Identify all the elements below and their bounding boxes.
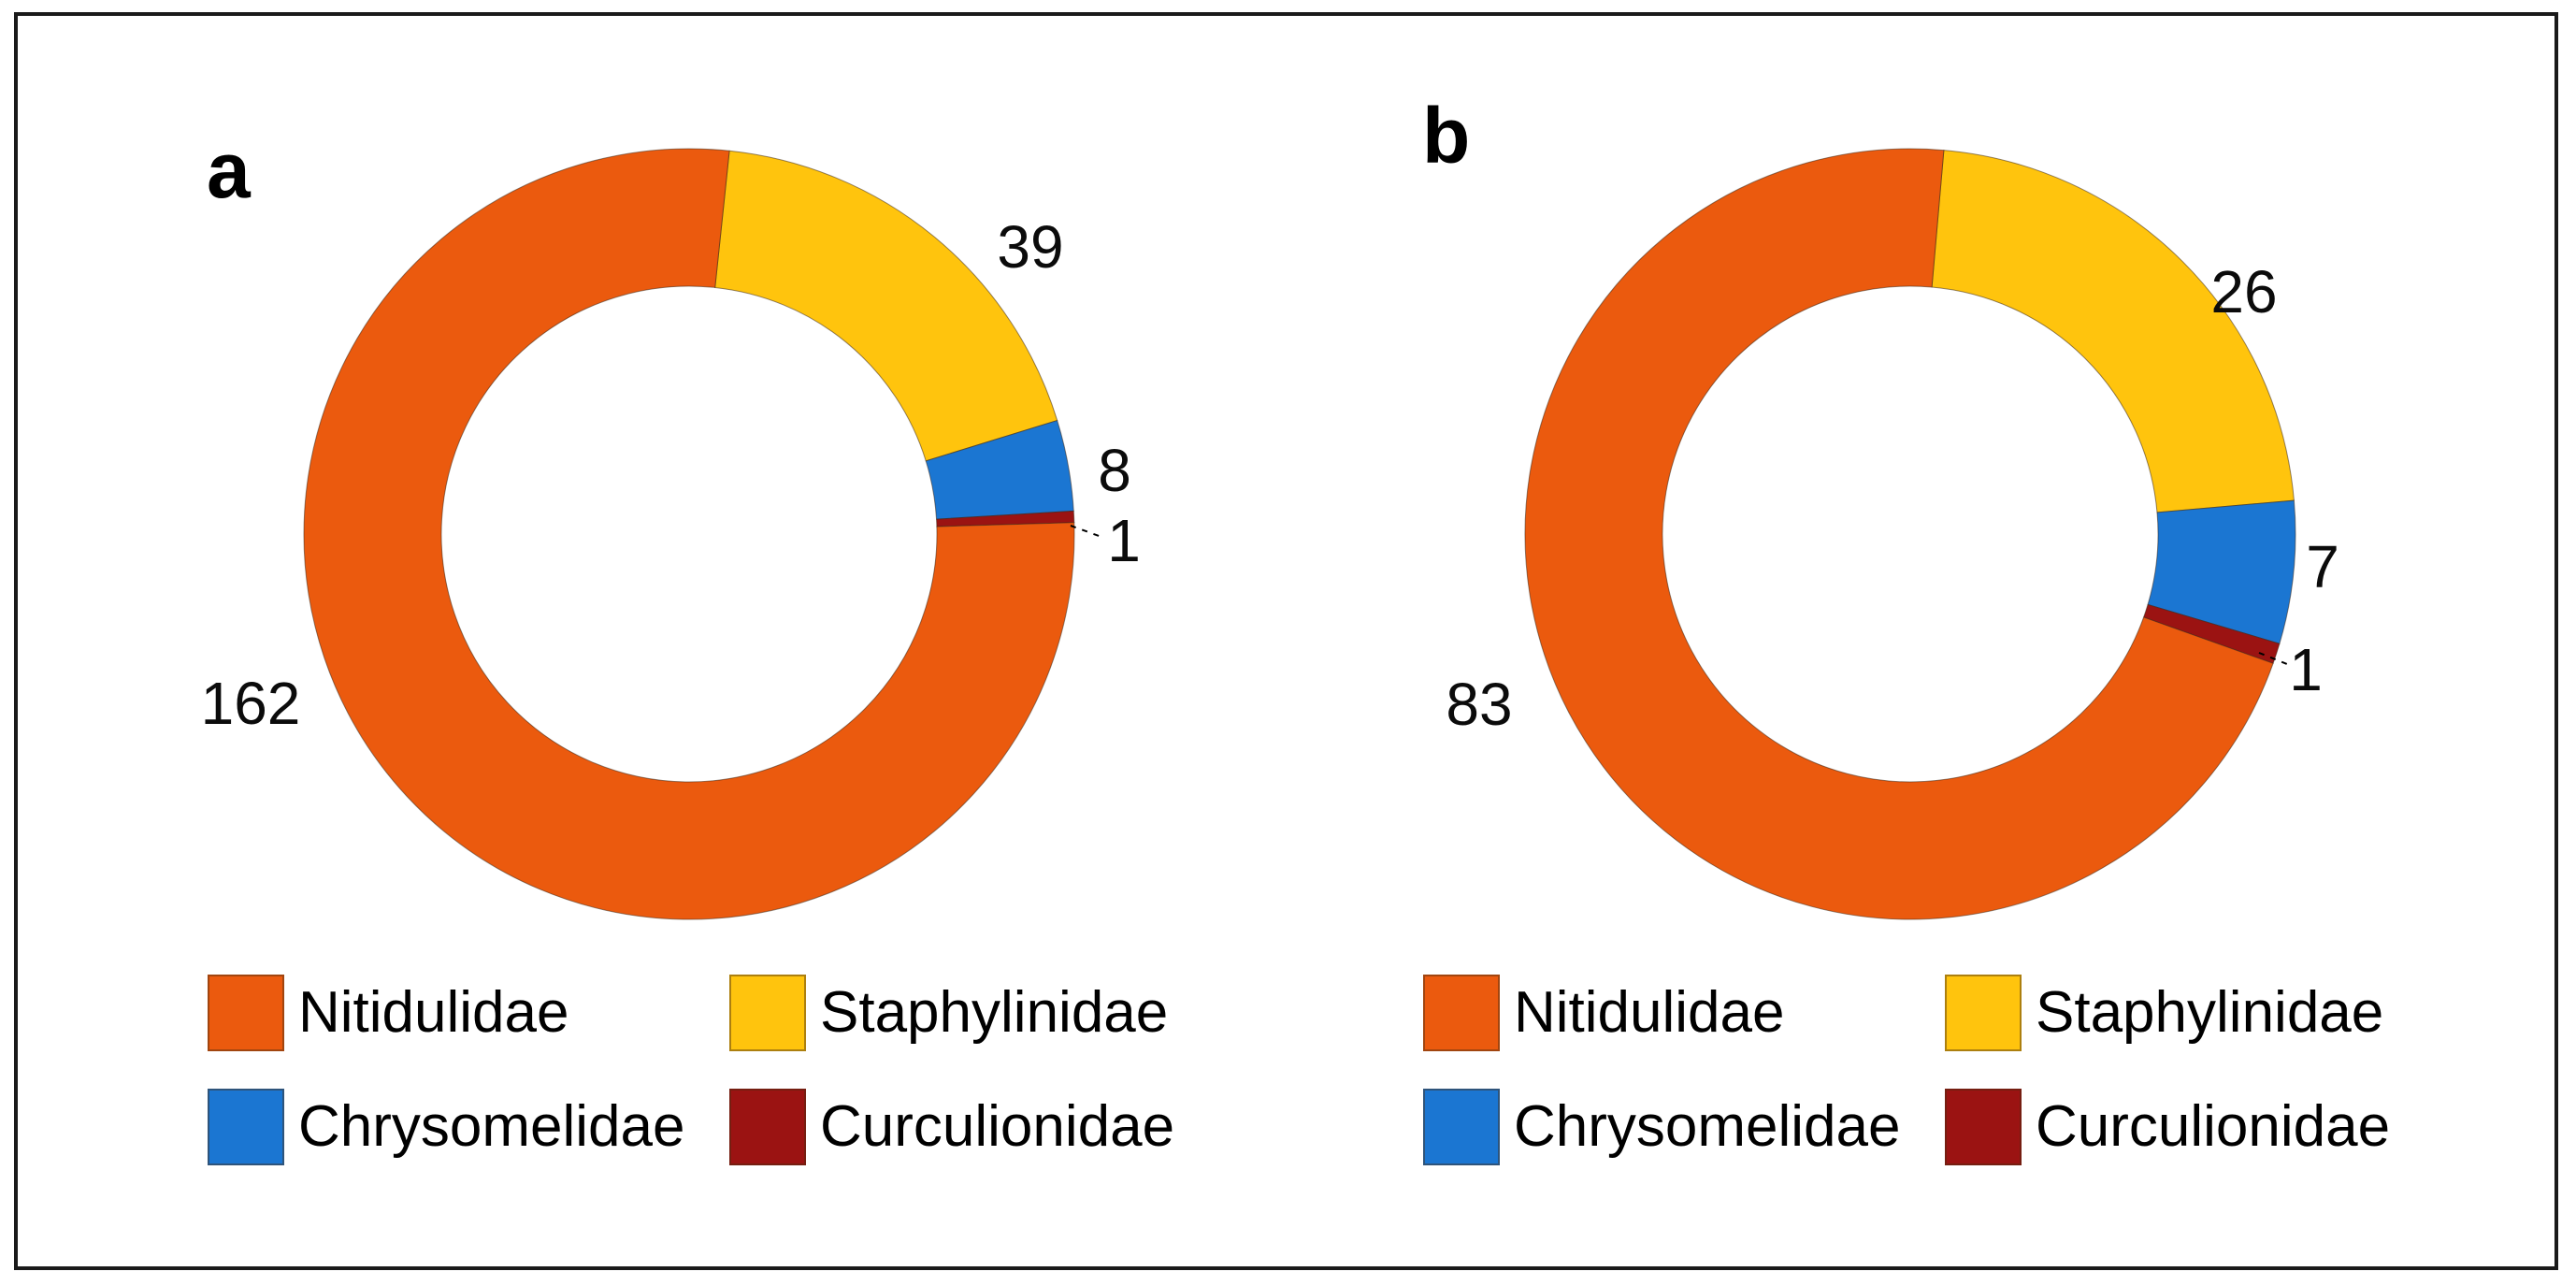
data-label-a: 8 bbox=[1098, 437, 1131, 504]
legend-label-curculionidae: Curculionidae bbox=[2036, 1094, 2391, 1159]
legend-swatch-curculionidae bbox=[729, 1089, 806, 1165]
legend-item-chrysomelidae-a: Chrysomelidae bbox=[208, 1089, 685, 1165]
slice-staphylinidae-b bbox=[1931, 150, 2295, 513]
legend-label-chrysomelidae: Chrysomelidae bbox=[298, 1094, 685, 1159]
panel-label-a: a bbox=[207, 126, 251, 214]
legend-item-curculionidae-b: Curculionidae bbox=[1945, 1089, 2391, 1165]
legend-item-staphylinidae-b: Staphylinidae bbox=[1945, 975, 2384, 1051]
legend-label-nitidulidae: Nitidulidae bbox=[298, 980, 569, 1045]
legend-swatch-staphylinidae bbox=[729, 975, 806, 1051]
donut-chart-b: 26 7 1 83 bbox=[1446, 148, 2339, 920]
legend-label-nitidulidae: Nitidulidae bbox=[1514, 980, 1785, 1045]
slice-nitidulidae-b bbox=[1524, 148, 2274, 920]
legend-label-staphylinidae: Staphylinidae bbox=[820, 980, 1169, 1045]
data-label-a: 162 bbox=[201, 670, 301, 737]
legend-swatch-chrysomelidae bbox=[1423, 1089, 1500, 1165]
slice-nitidulidae-a bbox=[303, 148, 1075, 920]
panel-label-b: b bbox=[1422, 92, 1471, 180]
legend-item-curculionidae-a: Curculionidae bbox=[729, 1089, 1175, 1165]
figure-border bbox=[14, 12, 2558, 1270]
data-label-b: 83 bbox=[1446, 671, 1512, 738]
leader-line-b bbox=[2258, 652, 2288, 665]
legend-swatch-nitidulidae bbox=[208, 975, 284, 1051]
legend-swatch-chrysomelidae bbox=[208, 1089, 284, 1165]
legend-item-staphylinidae-a: Staphylinidae bbox=[729, 975, 1169, 1051]
data-label-b: 26 bbox=[2210, 258, 2277, 325]
leader-line-a bbox=[1070, 525, 1102, 538]
legend-label-chrysomelidae: Chrysomelidae bbox=[1514, 1094, 1901, 1159]
legend-label-curculionidae: Curculionidae bbox=[820, 1094, 1175, 1159]
data-label-b: 1 bbox=[2289, 636, 2323, 703]
legend-label-staphylinidae: Staphylinidae bbox=[2036, 980, 2384, 1045]
legend-swatch-nitidulidae bbox=[1423, 975, 1500, 1051]
legend-swatch-curculionidae bbox=[1945, 1089, 2022, 1165]
legend-item-chrysomelidae-b: Chrysomelidae bbox=[1423, 1089, 1901, 1165]
data-label-b: 7 bbox=[2306, 533, 2339, 600]
slice-staphylinidae-a bbox=[714, 150, 1058, 462]
legend-item-nitidulidae-b: Nitidulidae bbox=[1423, 975, 1785, 1051]
data-label-a: 39 bbox=[997, 213, 1063, 281]
legend-item-nitidulidae-a: Nitidulidae bbox=[208, 975, 569, 1051]
data-label-a: 1 bbox=[1107, 507, 1141, 574]
legend-swatch-staphylinidae bbox=[1945, 975, 2022, 1051]
donut-chart-a: 39 81 162 bbox=[201, 148, 1141, 920]
